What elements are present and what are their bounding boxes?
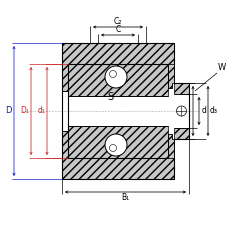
- Text: D: D: [5, 106, 11, 115]
- Polygon shape: [173, 128, 188, 139]
- Polygon shape: [68, 64, 167, 96]
- Polygon shape: [167, 64, 173, 88]
- Text: d₃: d₃: [209, 106, 217, 115]
- Text: W: W: [217, 63, 225, 73]
- Text: C: C: [115, 25, 120, 35]
- Polygon shape: [62, 43, 173, 91]
- Polygon shape: [62, 131, 173, 179]
- Polygon shape: [68, 126, 167, 158]
- Circle shape: [105, 134, 126, 156]
- Text: S: S: [106, 92, 113, 102]
- Text: D₁: D₁: [20, 106, 29, 115]
- Text: d₁: d₁: [38, 106, 46, 115]
- Polygon shape: [167, 134, 173, 158]
- Circle shape: [105, 66, 126, 88]
- Text: d: d: [201, 106, 206, 115]
- Polygon shape: [173, 83, 188, 94]
- Text: B₁: B₁: [121, 194, 129, 202]
- Text: C₂: C₂: [113, 17, 122, 27]
